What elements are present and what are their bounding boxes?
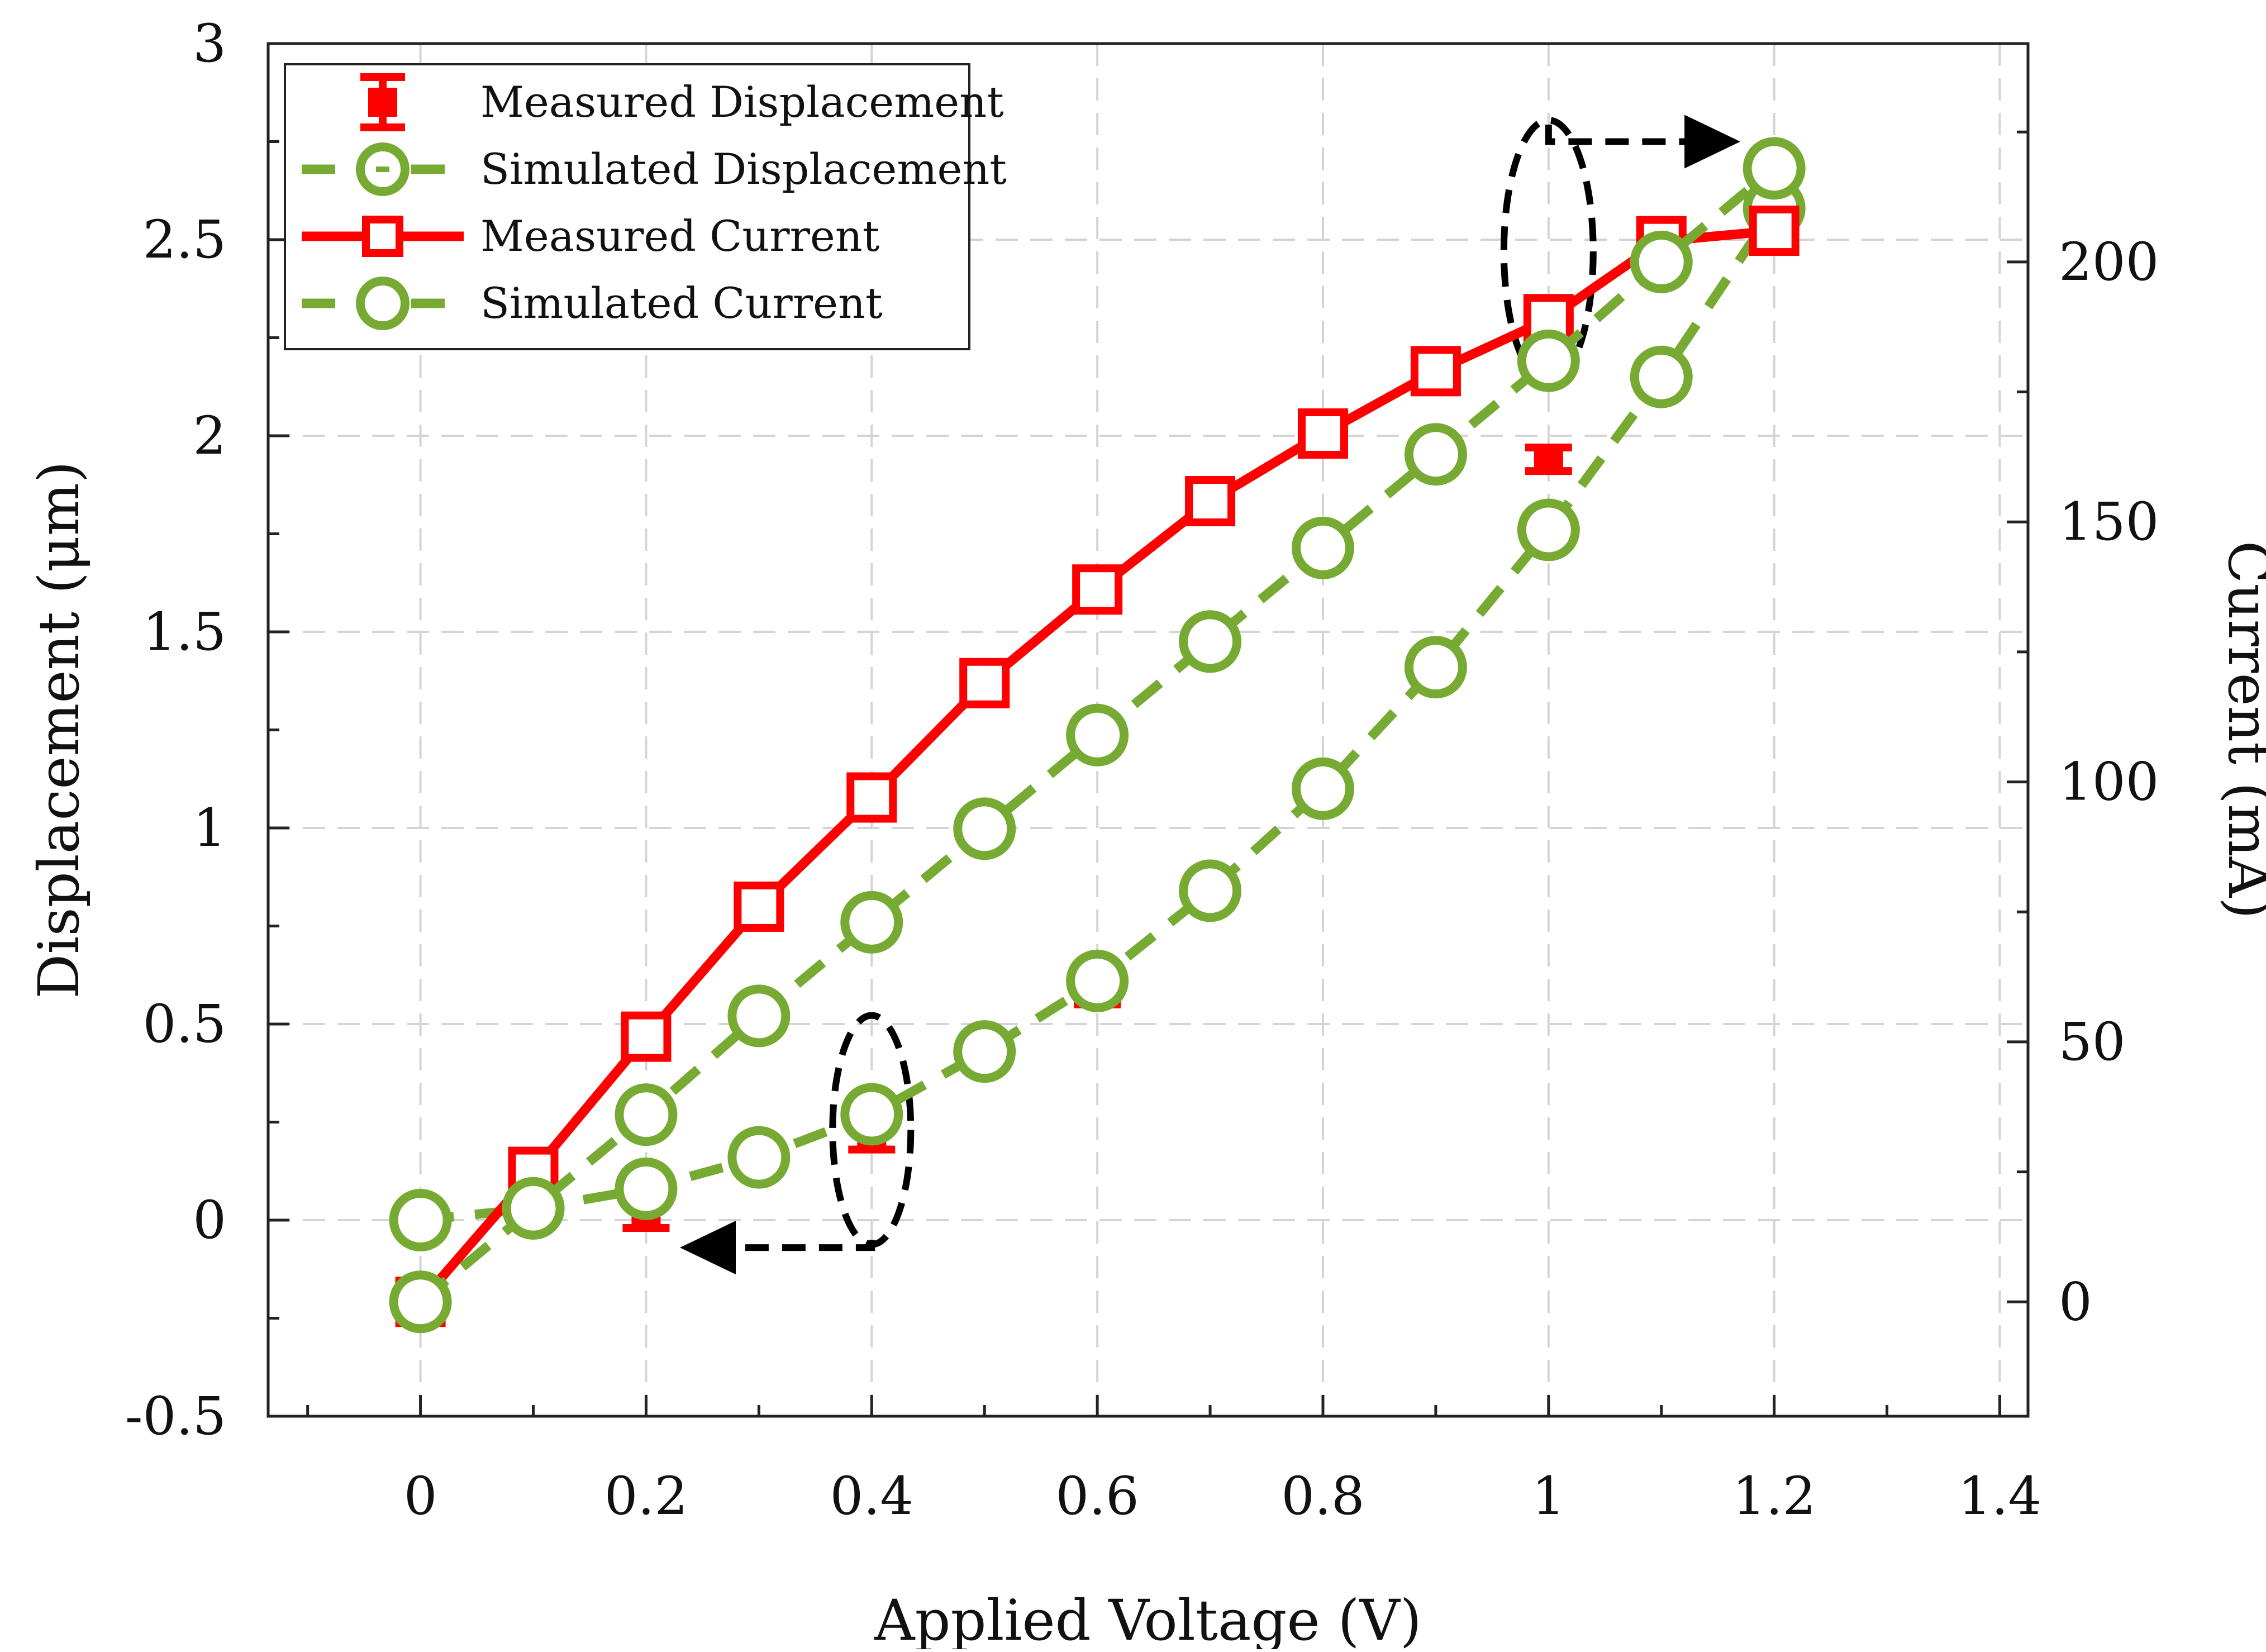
data-point: [1072, 564, 1123, 615]
data-point: [840, 891, 903, 954]
data-point: [734, 881, 784, 932]
legend-swatch: [368, 88, 397, 117]
y-tick-label: 2.5: [143, 210, 227, 270]
legend-swatch: [356, 277, 410, 330]
y-tick-label: 0: [193, 1190, 226, 1251]
data-point: [727, 984, 791, 1048]
data-point: [846, 772, 897, 823]
x-tick-label: 1: [1532, 1466, 1565, 1527]
data-point: [727, 1126, 791, 1189]
data-point: [1066, 703, 1129, 767]
data-point: [1179, 610, 1242, 673]
legend-label: Simulated Displacement: [480, 144, 1007, 194]
data-point: [1179, 859, 1242, 922]
axis-ticks: 0 0.2 0.4 0.6 0.8 1 1.2 1.4 -0.5 0 0.5 1 1.5 2 2.5 3 0 50…: [125, 13, 2159, 1527]
data-point: [389, 1270, 452, 1334]
data-point: [959, 658, 1010, 708]
x-tick-label: 1.4: [1958, 1466, 2042, 1527]
x-tick-label: 1.2: [1732, 1466, 1816, 1527]
y-tick-label: 2: [193, 406, 226, 466]
series: [389, 137, 1806, 1334]
y2-tick-label: 0: [2059, 1272, 2092, 1332]
data-point: [1743, 137, 1806, 200]
legend-label: Measured Current: [480, 211, 879, 261]
legend-item: Simulated Current: [302, 277, 883, 330]
marker: [1534, 447, 1563, 472]
data-point: [389, 1189, 452, 1251]
annotation-arrowhead: [1684, 115, 1741, 169]
data-point: [1066, 949, 1129, 1012]
annotation-ellipse: [1500, 117, 1597, 387]
y2-axis-title: Current (mA): [2216, 541, 2266, 919]
annotation-arrowhead: [680, 1221, 736, 1275]
data-point: [953, 1020, 1016, 1083]
legend-item: Measured Displacement: [360, 73, 1004, 131]
y2-tick-label: 200: [2059, 232, 2159, 293]
x-tick-label: 0.2: [604, 1466, 688, 1527]
legend-label: Measured Displacement: [480, 77, 1004, 127]
legend-item: Measured Current: [302, 211, 879, 261]
x-axis-title: Applied Voltage (V): [874, 1588, 1421, 1649]
data-point: [1517, 498, 1580, 561]
series-simulated-displacement: [389, 177, 1806, 1251]
data-point: [615, 1157, 678, 1220]
series-measured-current: [395, 206, 1800, 1327]
legend: Measured Displacement Simulated Displacem…: [284, 63, 1007, 350]
y-tick-label: 0.5: [143, 994, 227, 1055]
data-point: [840, 1083, 903, 1146]
series-simulated-current: [389, 137, 1806, 1334]
legend-item: Simulated Displacement: [302, 142, 1007, 196]
y-tick-label: 1.5: [143, 602, 227, 663]
data-point: [1749, 206, 1800, 256]
legend-label: Simulated Current: [480, 278, 883, 328]
annotation-arrow-line: [1545, 125, 1691, 145]
annotation-arrow-line: [730, 1240, 875, 1251]
x-tick-label: 0.8: [1281, 1466, 1365, 1527]
y-tick-label: 1: [193, 798, 226, 859]
data-point: [1410, 346, 1461, 397]
data-point: [1291, 757, 1354, 820]
data-point: [1630, 230, 1693, 293]
data-point: [1185, 476, 1236, 526]
data-point: [953, 797, 1016, 860]
y2-tick-label: 50: [2059, 1012, 2126, 1073]
data-point: [1291, 516, 1354, 579]
annotations: [680, 115, 1741, 1275]
x-tick-label: 0.6: [1055, 1466, 1139, 1527]
data-point: [615, 1083, 678, 1146]
y-axis-title: Displacement (μm): [26, 461, 92, 999]
x-tick-label: 0: [404, 1466, 437, 1527]
y2-tick-label: 100: [2059, 752, 2159, 813]
data-point: [1517, 329, 1580, 392]
data-point: [502, 1177, 565, 1240]
legend-swatch: [362, 216, 403, 257]
data-point: [621, 1011, 672, 1062]
data-point: [1297, 408, 1348, 459]
y-tick-label: 3: [193, 13, 226, 74]
data-point: [1404, 423, 1467, 486]
data-point: [1404, 636, 1467, 699]
x-tick-label: 0.4: [830, 1466, 914, 1527]
y-tick-label: -0.5: [125, 1386, 226, 1447]
data-point: [1525, 444, 1572, 475]
y2-tick-label: 150: [2059, 492, 2159, 553]
data-point: [1630, 345, 1693, 408]
